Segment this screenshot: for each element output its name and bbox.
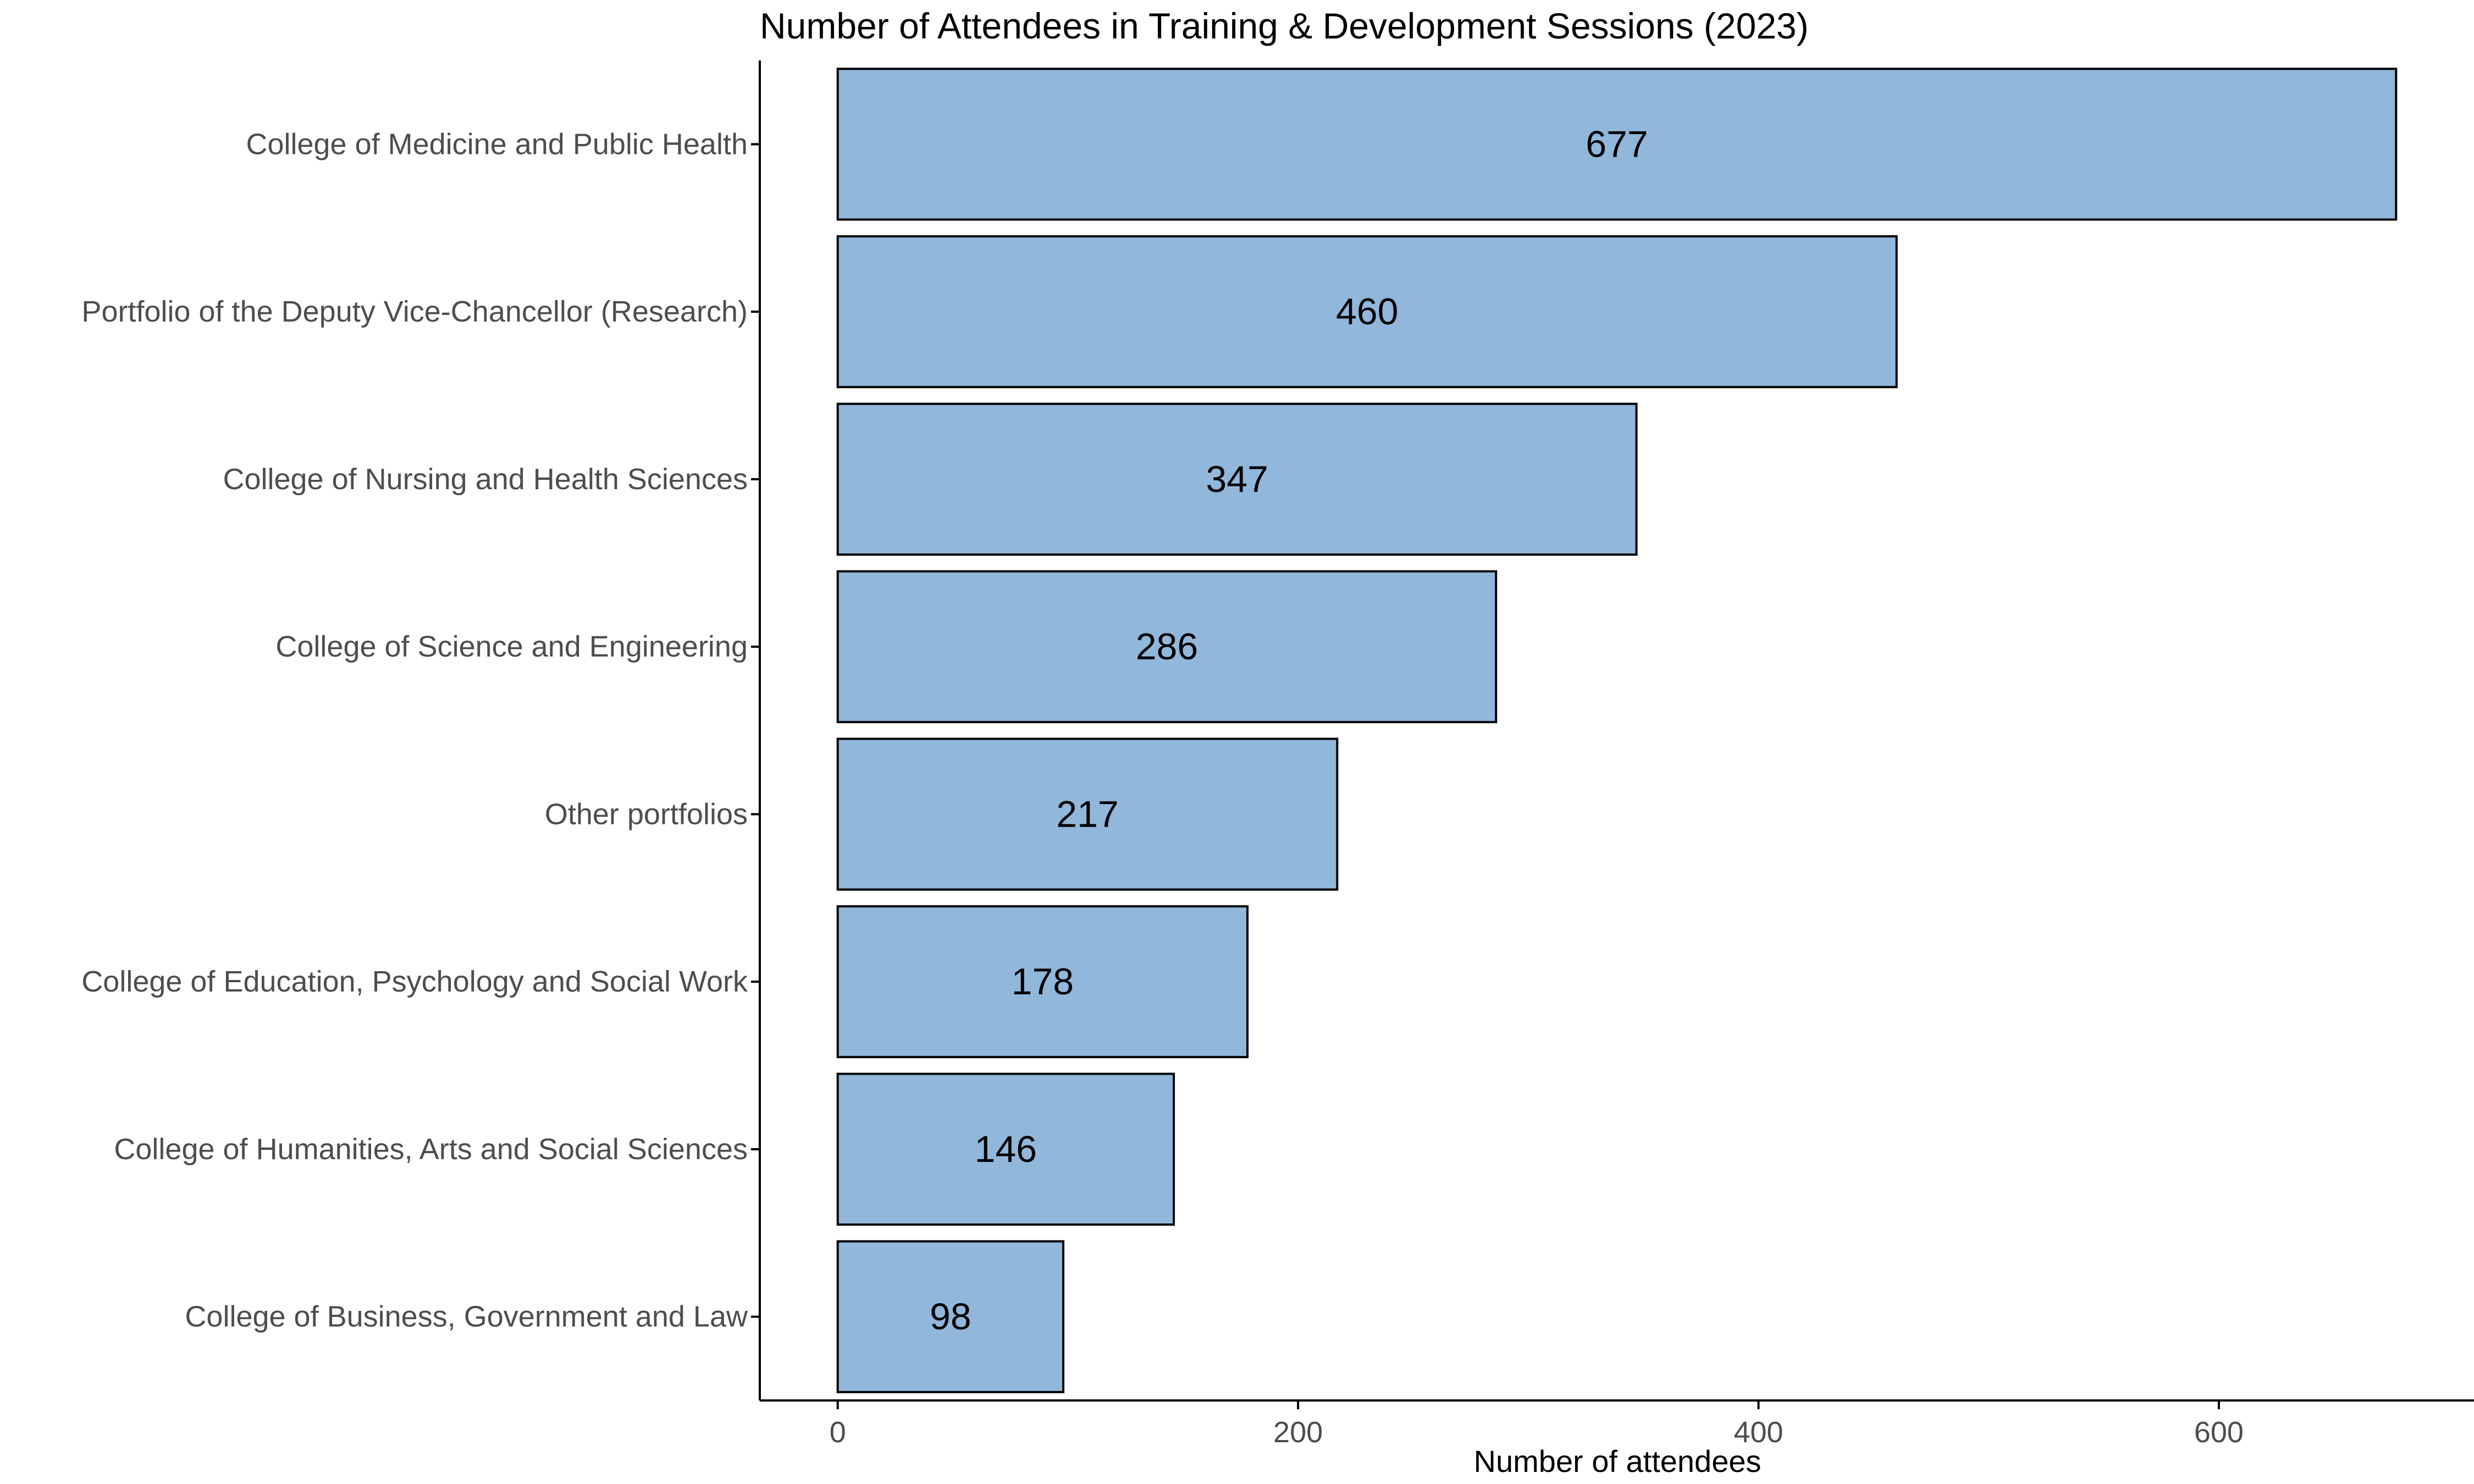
bar (836, 905, 1249, 1059)
bar-data-label: 347 (1206, 458, 1268, 500)
bar-data-label: 178 (1012, 961, 1074, 1003)
bar (836, 235, 1898, 389)
chart-title: Number of Attendees in Training & Develo… (760, 5, 1809, 46)
y-tick-label: College of Medicine and Public Health (246, 128, 748, 160)
bar (836, 1072, 1175, 1226)
bar-labels-group: 677 460 347 286 217 178 146 98 (930, 123, 1648, 1337)
x-tick-label: 200 (1273, 1416, 1323, 1449)
bar (836, 68, 2398, 221)
bar-data-label: 677 (1586, 123, 1648, 165)
bar (836, 402, 1638, 556)
x-tick-label: 400 (1733, 1416, 1783, 1449)
y-tick-label: Portfolio of the Deputy Vice-Chancellor … (81, 295, 748, 328)
y-tick-label: Other portfolios (545, 798, 748, 830)
x-axis-title: Number of attendees (1474, 1444, 1761, 1479)
y-tick-label: College of Humanities, Arts and Social S… (114, 1133, 748, 1166)
bar-data-label: 146 (975, 1128, 1037, 1170)
x-axis: 0 200 400 600 (760, 1399, 2474, 1449)
y-tick-label: College of Nursing and Health Sciences (223, 463, 748, 496)
y-tick-label: College of Science and Engineering (275, 630, 748, 663)
bar (836, 570, 1498, 723)
bars-group (836, 68, 2398, 1393)
bar-data-label: 98 (930, 1296, 971, 1338)
bar-data-label: 460 (1336, 291, 1398, 333)
y-axis: College of Medicine and Public Health Por… (81, 60, 761, 1400)
bar (836, 1240, 1065, 1393)
y-tick-label: College of Business, Government and Law (185, 1300, 748, 1333)
bar (836, 738, 1339, 891)
bar-data-label: 217 (1056, 793, 1118, 835)
x-tick-label: 600 (2194, 1416, 2244, 1449)
y-tick-label: College of Education, Psychology and Soc… (81, 965, 748, 998)
x-tick-label: 0 (830, 1416, 846, 1449)
bar-data-label: 286 (1136, 626, 1198, 668)
